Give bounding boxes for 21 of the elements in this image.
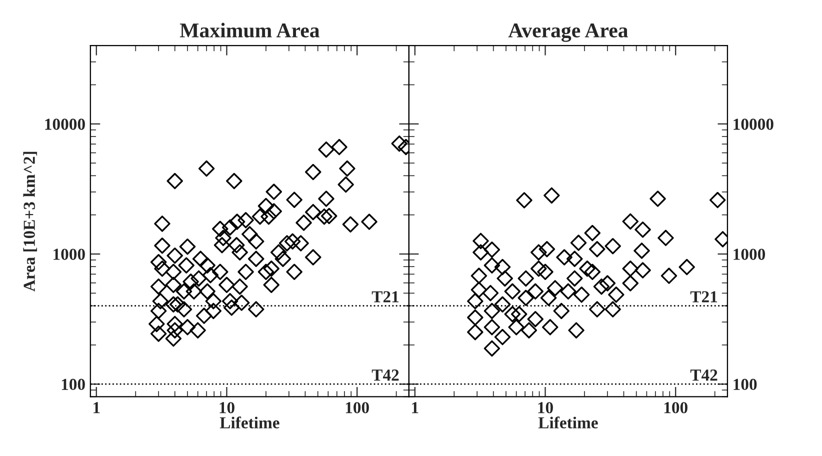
- x-axis-title: Lifetime: [538, 416, 598, 428]
- y-axis-title: Area [10E+3 km^2]: [23, 152, 38, 292]
- x-tick-label: 10: [538, 402, 553, 414]
- x-tick-label: 1: [94, 402, 100, 414]
- x-tick-label: 10: [220, 402, 234, 414]
- x-tick-label: 100: [664, 402, 688, 414]
- y-tick-label: 100: [62, 378, 85, 390]
- y-tick-label: 1000: [54, 248, 85, 260]
- x-axis-title: Lifetime: [220, 416, 280, 428]
- ref-line-label: T42: [372, 370, 399, 381]
- y-tick-label: 10000: [734, 118, 774, 130]
- y-tick-label: 100: [734, 378, 757, 390]
- y-tick-label: 10000: [45, 118, 85, 130]
- ref-line-label: T21: [372, 291, 399, 302]
- x-tick-label: 1: [412, 402, 418, 414]
- chart-title: Average Area: [508, 24, 628, 42]
- y-tick-label: 1000: [734, 248, 766, 260]
- ref-line-label: T21: [690, 291, 718, 302]
- x-tick-label: 100: [346, 402, 369, 414]
- chart-title: Maximum Area: [180, 22, 320, 38]
- ref-line-label: T42: [690, 370, 718, 381]
